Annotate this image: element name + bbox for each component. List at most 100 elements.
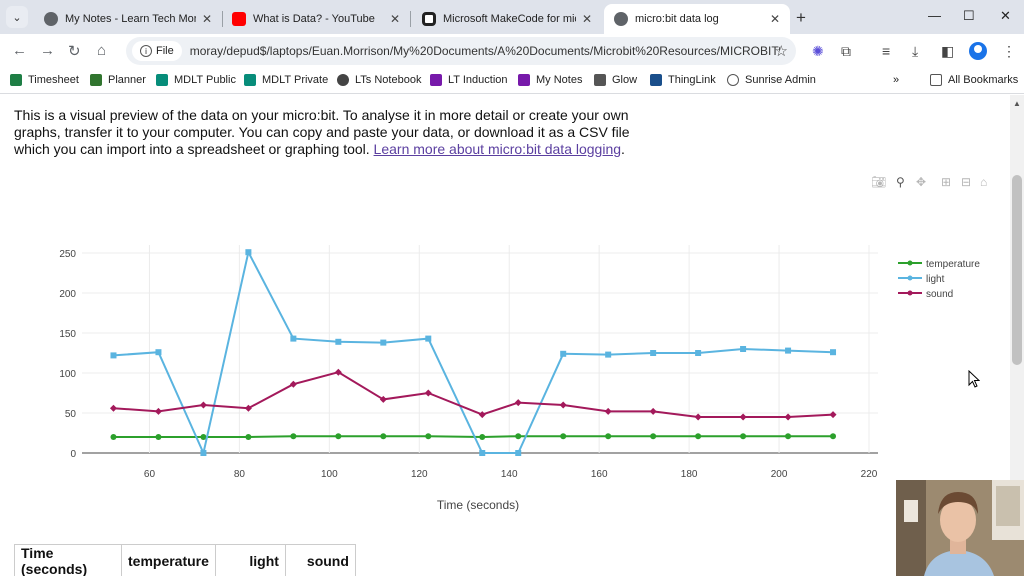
learn-more-link[interactable]: Learn more about micro:bit data logging <box>373 141 622 157</box>
data-point-light <box>605 351 612 358</box>
url-text[interactable]: moray/depud$/laptops/Euan.Morrison/My%20… <box>189 44 780 58</box>
bookmark-sunrise-admin[interactable]: Sunrise Admin <box>727 74 816 86</box>
all-bookmarks[interactable]: All Bookmarks <box>930 74 1018 86</box>
column-header-light[interactable]: light <box>214 544 286 576</box>
mouse-cursor-icon <box>968 370 980 388</box>
forward-icon[interactable]: → <box>40 42 55 59</box>
scroll-up-icon[interactable]: ▲ <box>1013 99 1021 108</box>
series-line-sound <box>113 371 834 418</box>
data-point-temperature <box>479 434 486 440</box>
data-point-light <box>695 350 702 356</box>
data-point-temperature <box>650 433 657 440</box>
presenter-video <box>896 480 1024 576</box>
bookmark-lts-notebook[interactable]: LTs Notebook <box>337 74 421 86</box>
page-content: This is a visual preview of the data on … <box>0 95 1010 576</box>
x-axis-label: Time (seconds) <box>437 498 519 512</box>
bookmark-timesheet[interactable]: Timesheet <box>10 74 79 86</box>
close-icon[interactable]: ✕ <box>201 12 212 26</box>
youtube-icon <box>232 12 246 26</box>
data-point-temperature <box>740 433 747 440</box>
new-tab-button[interactable]: + <box>796 8 806 27</box>
data-point-sound <box>244 404 252 412</box>
series-line-temperature <box>113 435 834 439</box>
reload-icon[interactable]: ↻ <box>68 43 81 60</box>
data-point-temperature <box>830 433 837 440</box>
close-icon[interactable]: ✕ <box>389 12 400 26</box>
maximize-icon[interactable]: ☐ <box>963 8 975 23</box>
back-icon[interactable]: ← <box>12 42 27 59</box>
data-point-sound <box>604 407 612 415</box>
data-point-sound <box>829 411 837 419</box>
close-window-icon[interactable]: ✕ <box>1000 8 1011 23</box>
data-point-sound <box>154 407 162 415</box>
tab-title: micro:bit data log <box>635 13 719 25</box>
profile-avatar[interactable] <box>969 42 987 60</box>
y-tick-label: 100 <box>59 369 76 380</box>
data-point-light <box>479 450 486 456</box>
tab-search-button[interactable]: ⌄ <box>6 6 28 28</box>
bookmark-my-notes[interactable]: My Notes <box>518 74 582 86</box>
bookmark-mdlt-public[interactable]: MDLT Public <box>156 74 236 86</box>
menu-kebab-icon[interactable]: ⋮ <box>1002 43 1016 59</box>
extensions-puzzle-icon[interactable]: ⧉ <box>841 43 851 59</box>
data-point-temperature <box>425 433 432 440</box>
column-header-time[interactable]: Time (seconds) <box>14 544 122 576</box>
series-line-light <box>113 249 834 457</box>
tab-title: Microsoft MakeCode for micro:bit <box>443 13 576 25</box>
reset-axes-icon[interactable]: ⌂ <box>980 175 988 189</box>
table-header-row: Time (seconds) temperature light sound <box>14 544 356 576</box>
camera-icon[interactable]: 📷︎ <box>871 175 887 189</box>
data-log-chart[interactable]: 0 50 100 150 200 250 60 80 100 120 140 160 180 200 22… <box>0 95 1010 525</box>
planner-icon <box>90 74 102 86</box>
page-scrollbar[interactable]: ▲ <box>1010 95 1024 576</box>
column-header-temperature[interactable]: temperature <box>121 544 216 576</box>
tab-microbit-data-log[interactable]: micro:bit data log ✕ <box>604 4 790 34</box>
tab-youtube[interactable]: What is Data? - YouTube ✕ <box>222 4 410 34</box>
globe-icon <box>337 74 349 86</box>
data-point-sound <box>289 380 297 388</box>
chevron-down-icon: ⌄ <box>12 11 22 24</box>
x-tick-label: 200 <box>771 469 788 480</box>
minimize-icon[interactable]: — <box>928 8 941 23</box>
legend-marker-temperature <box>907 260 913 266</box>
address-bar[interactable]: i File moray/depud$/laptops/Euan.Morriso… <box>126 37 796 65</box>
tab-title: What is Data? - YouTube <box>253 13 375 25</box>
site-info-chip[interactable]: i File <box>132 41 182 61</box>
download-icon[interactable]: ⤓ <box>912 43 919 59</box>
scrollbar-thumb[interactable] <box>1012 175 1022 365</box>
pan-icon[interactable]: ✥ <box>916 175 927 189</box>
more-bookmarks-icon[interactable]: » <box>893 74 900 86</box>
x-tick-label: 140 <box>501 469 518 480</box>
bookmark-lt-induction[interactable]: LT Induction <box>430 74 508 86</box>
zoom-icon[interactable]: ⚲ <box>896 175 905 189</box>
globe-icon <box>44 12 58 26</box>
cloud-icon <box>727 74 739 86</box>
home-icon[interactable]: ⌂ <box>97 42 107 59</box>
data-point-temperature <box>515 433 522 440</box>
data-point-light <box>290 335 297 342</box>
zoom-out-icon[interactable]: ⊟ <box>961 175 972 189</box>
bookmark-thinglink[interactable]: ThingLink <box>650 74 716 86</box>
bookmark-glow[interactable]: Glow <box>594 74 637 86</box>
y-tick-label: 150 <box>59 329 76 340</box>
info-icon: i <box>140 45 152 57</box>
media-controls-icon[interactable]: ≡ <box>882 43 891 59</box>
column-header-sound[interactable]: sound <box>284 544 356 576</box>
zoom-in-icon[interactable]: ⊞ <box>941 175 952 189</box>
data-point-temperature <box>380 433 387 440</box>
bookmark-mdlt-private[interactable]: MDLT Private <box>244 74 328 86</box>
data-point-sound <box>559 401 567 409</box>
side-panel-icon[interactable]: ◧ <box>941 43 955 59</box>
data-point-light <box>560 350 567 357</box>
bookmark-planner[interactable]: Planner <box>90 74 146 86</box>
tab-my-notes[interactable]: My Notes - Learn Tech Moray ✕ <box>34 4 222 34</box>
x-tick-label: 80 <box>234 469 246 480</box>
close-icon[interactable]: ✕ <box>581 12 592 26</box>
bookmark-star-icon[interactable]: ☆ <box>774 43 788 60</box>
extension-gear-icon[interactable]: ✺ <box>812 43 824 59</box>
close-icon[interactable]: ✕ <box>769 12 780 26</box>
site-info-label: File <box>156 45 174 57</box>
x-tick-label: 100 <box>321 469 338 480</box>
onenote-icon <box>430 74 442 86</box>
tab-makecode[interactable]: Microsoft MakeCode for micro:bit ✕ <box>412 4 602 34</box>
